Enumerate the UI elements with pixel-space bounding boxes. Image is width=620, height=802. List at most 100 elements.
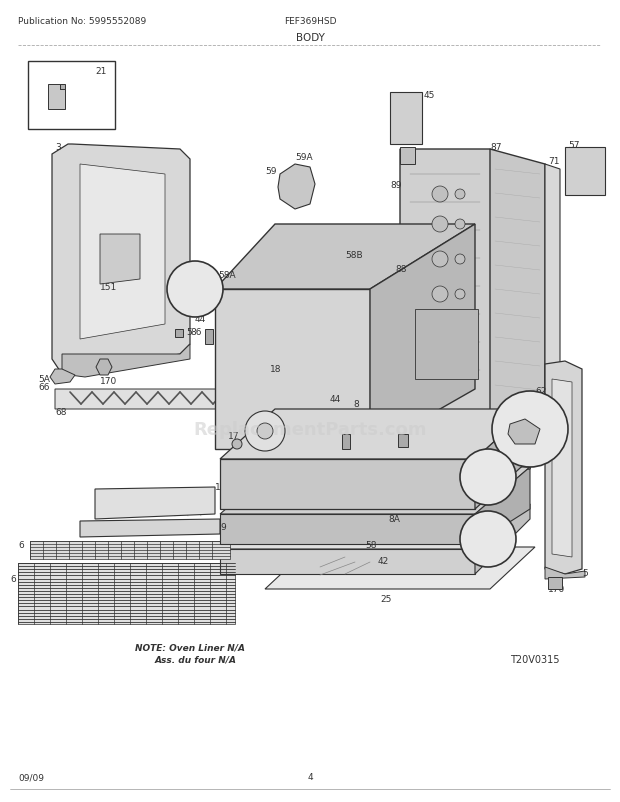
- Text: 5: 5: [582, 569, 588, 577]
- Circle shape: [460, 512, 516, 567]
- Text: 10: 10: [215, 483, 226, 492]
- Polygon shape: [30, 541, 230, 559]
- Circle shape: [432, 286, 448, 302]
- Text: 5: 5: [186, 328, 192, 337]
- Text: ReplacementParts.com: ReplacementParts.com: [193, 420, 427, 439]
- Polygon shape: [475, 410, 530, 509]
- Polygon shape: [475, 468, 530, 545]
- Polygon shape: [55, 390, 255, 410]
- Polygon shape: [508, 419, 540, 444]
- Text: 25: 25: [380, 595, 391, 604]
- Polygon shape: [490, 150, 545, 429]
- Text: 8A: 8A: [388, 515, 400, 524]
- Text: 8: 8: [353, 400, 359, 409]
- Polygon shape: [278, 164, 315, 210]
- Polygon shape: [50, 370, 75, 384]
- Polygon shape: [398, 435, 408, 448]
- Text: 89: 89: [390, 180, 402, 189]
- Polygon shape: [400, 148, 415, 164]
- Text: 1: 1: [488, 430, 494, 439]
- Text: Publication No: 5995552089: Publication No: 5995552089: [18, 18, 146, 26]
- Text: 63: 63: [505, 432, 516, 441]
- Text: 86: 86: [340, 455, 352, 464]
- Polygon shape: [220, 549, 475, 574]
- Text: 88: 88: [395, 265, 407, 274]
- Polygon shape: [548, 577, 562, 589]
- Text: 15: 15: [290, 413, 301, 422]
- Text: 3: 3: [525, 463, 531, 472]
- Circle shape: [245, 411, 285, 452]
- Circle shape: [167, 261, 223, 318]
- Polygon shape: [400, 150, 530, 429]
- Circle shape: [492, 391, 568, 468]
- Circle shape: [432, 322, 448, 338]
- Text: 5A: 5A: [482, 515, 494, 524]
- Text: 6: 6: [10, 575, 16, 584]
- Polygon shape: [220, 460, 475, 509]
- Text: 71: 71: [548, 157, 559, 166]
- Text: 09/09: 09/09: [18, 772, 44, 781]
- Text: 6: 6: [18, 540, 24, 549]
- Polygon shape: [220, 410, 530, 460]
- Circle shape: [232, 439, 242, 449]
- Circle shape: [432, 187, 448, 203]
- Text: 16: 16: [250, 425, 262, 434]
- Polygon shape: [215, 225, 475, 290]
- Polygon shape: [205, 330, 213, 345]
- Text: T20V0315: T20V0315: [510, 654, 559, 664]
- Text: 68: 68: [55, 408, 66, 417]
- Text: 44: 44: [195, 315, 206, 324]
- Bar: [565, 148, 605, 196]
- Text: 44: 44: [330, 395, 341, 404]
- Text: 151: 151: [410, 450, 427, 459]
- Text: 170: 170: [100, 377, 117, 386]
- Polygon shape: [52, 145, 190, 375]
- Bar: [390, 93, 422, 145]
- Text: 9: 9: [220, 522, 226, 531]
- Text: 12: 12: [178, 270, 189, 279]
- Text: NOTE: Oven Liner N/A: NOTE: Oven Liner N/A: [135, 642, 245, 652]
- Polygon shape: [62, 345, 190, 378]
- Text: 87: 87: [490, 144, 502, 152]
- Text: 37: 37: [408, 437, 420, 446]
- Circle shape: [432, 217, 448, 233]
- Circle shape: [455, 290, 465, 300]
- Text: Ass. du four N/A: Ass. du four N/A: [155, 654, 237, 664]
- Polygon shape: [96, 359, 112, 375]
- Circle shape: [455, 255, 465, 265]
- Polygon shape: [370, 225, 475, 449]
- Polygon shape: [545, 362, 582, 574]
- Text: 43: 43: [482, 451, 494, 460]
- Text: 58A: 58A: [218, 270, 236, 279]
- Polygon shape: [95, 488, 215, 520]
- Polygon shape: [475, 504, 530, 574]
- Circle shape: [455, 190, 465, 200]
- Text: 151: 151: [100, 283, 117, 292]
- Polygon shape: [60, 85, 65, 90]
- Circle shape: [455, 325, 465, 334]
- Polygon shape: [552, 379, 572, 557]
- Circle shape: [455, 220, 465, 229]
- Polygon shape: [80, 520, 220, 537]
- Polygon shape: [18, 563, 235, 624]
- Text: 21: 21: [95, 67, 107, 76]
- Polygon shape: [80, 164, 165, 339]
- Polygon shape: [215, 290, 370, 449]
- Text: 18: 18: [270, 365, 281, 374]
- Text: 58: 58: [365, 540, 376, 549]
- Text: 5A: 5A: [38, 375, 50, 384]
- Bar: [28, 62, 115, 130]
- Polygon shape: [175, 330, 183, 338]
- Polygon shape: [220, 514, 475, 545]
- Text: 17: 17: [228, 432, 239, 441]
- Circle shape: [432, 252, 448, 268]
- Text: 59A: 59A: [295, 153, 312, 162]
- Polygon shape: [545, 567, 585, 579]
- Text: 66: 66: [38, 383, 50, 392]
- Polygon shape: [265, 547, 535, 589]
- Circle shape: [460, 449, 516, 505]
- Text: 67: 67: [430, 482, 441, 491]
- Text: 3: 3: [55, 144, 61, 152]
- Circle shape: [257, 423, 273, 439]
- Text: 59: 59: [265, 168, 277, 176]
